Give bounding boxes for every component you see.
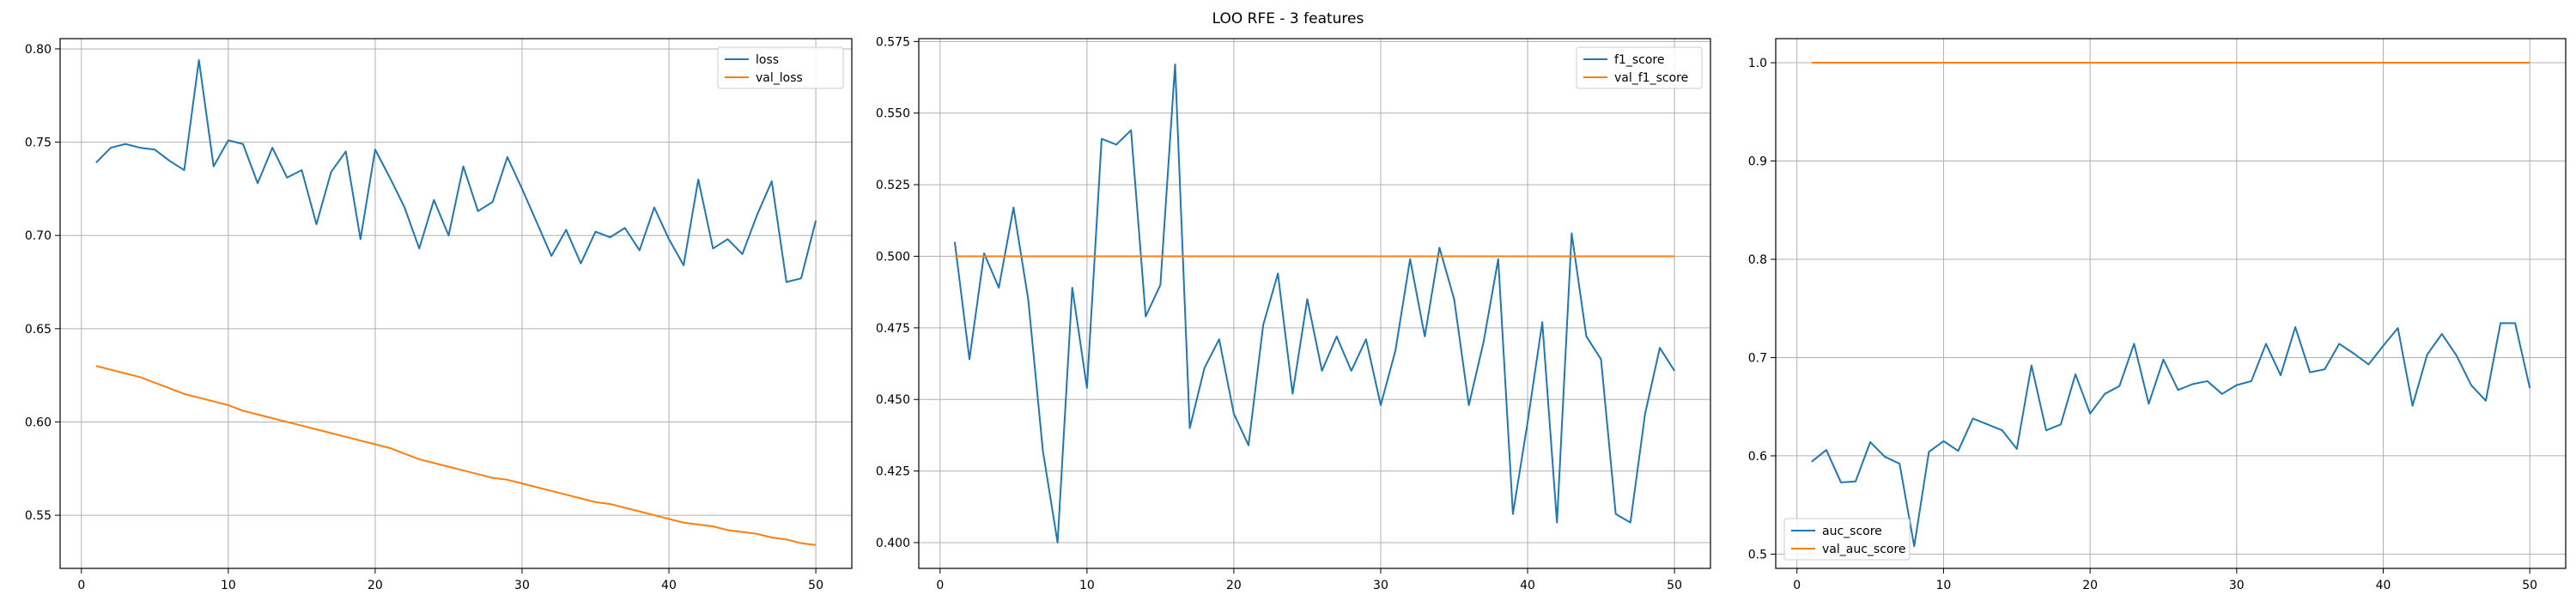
legend-box bbox=[1783, 518, 1911, 561]
legend-label: loss bbox=[756, 53, 779, 67]
series-line-val-loss bbox=[95, 365, 817, 546]
y-tick-label: 0.6 bbox=[1748, 450, 1767, 464]
x-tick-label: 40 bbox=[1520, 579, 1535, 592]
y-tick-label: 0.525 bbox=[876, 179, 910, 192]
y-tick-label: 1.0 bbox=[1748, 57, 1767, 70]
y-tick-label: 0.60 bbox=[25, 416, 52, 429]
y-tick-label: 0.8 bbox=[1748, 253, 1767, 267]
legend-label: val_f1_score bbox=[1614, 71, 1688, 85]
y-tick-label: 0.425 bbox=[876, 465, 910, 479]
charts-container: 0 10 20 30 40 500.550.600.650.700.750.80lossv… bbox=[25, 35, 2567, 592]
x-tick-label: 10 bbox=[221, 579, 236, 592]
y-tick-label: 0.5 bbox=[1748, 548, 1767, 562]
axes-frame bbox=[918, 38, 1711, 569]
y-tick-label: 0.70 bbox=[25, 229, 52, 243]
x-tick-label: 0 bbox=[936, 579, 944, 592]
x-tick-label: 0 bbox=[77, 579, 85, 592]
y-tick-label: 0.500 bbox=[876, 250, 910, 264]
x-tick-label: 30 bbox=[2229, 579, 2245, 592]
y-tick-label: 0.80 bbox=[25, 43, 52, 57]
x-tick-label: 40 bbox=[661, 579, 677, 592]
y-tick-label: 0.7 bbox=[1748, 351, 1767, 365]
x-tick-label: 0 bbox=[1793, 579, 1801, 592]
x-tick-label: 10 bbox=[1936, 579, 1952, 592]
legend: auc_score val_auc_score bbox=[1783, 518, 1911, 561]
chart-panel-1: 0 10 20 30 40 50 0.55 0.60 0.65 0.70 0.75 0.80 loss v… bbox=[25, 38, 853, 592]
legend: f1_score val_f1_score bbox=[1576, 46, 1703, 89]
figure-title: LOO RFE - 3 features bbox=[1212, 10, 1364, 27]
series-line-loss bbox=[95, 58, 817, 283]
chart-panel-2: 0 10 20 30 40 50 0.400 0.425 0.450 0.475 0.500 0.52… bbox=[876, 35, 1711, 592]
legend-label: val_auc_score bbox=[1822, 543, 1906, 556]
legend-label: f1_score bbox=[1614, 53, 1664, 67]
y-tick-label: 0.575 bbox=[876, 35, 910, 49]
legend-label: auc_score bbox=[1822, 525, 1882, 538]
x-tick-label: 50 bbox=[1667, 579, 1682, 592]
x-tick-label: 10 bbox=[1079, 579, 1095, 592]
y-tick-label: 0.400 bbox=[876, 537, 910, 550]
y-tick-label: 0.450 bbox=[876, 393, 910, 407]
legend-box bbox=[717, 46, 844, 89]
x-tick-label: 30 bbox=[514, 579, 530, 592]
y-tick-label: 0.475 bbox=[876, 322, 910, 336]
y-tick-label: 0.9 bbox=[1748, 155, 1767, 169]
y-tick-label: 0.550 bbox=[876, 107, 910, 121]
legend: loss val_loss bbox=[717, 46, 844, 89]
x-tick-label: 20 bbox=[368, 579, 383, 592]
x-tick-label: 20 bbox=[2082, 579, 2098, 592]
axes-frame bbox=[59, 38, 853, 569]
x-tick-label: 50 bbox=[2522, 579, 2537, 592]
x-tick-label: 20 bbox=[1226, 579, 1242, 592]
series-line-f1-score bbox=[953, 64, 1675, 543]
x-tick-label: 50 bbox=[808, 579, 823, 592]
chart-panel-3: 0 10 20 30 40 50 0.5 0.6 0.7 0.8 0.9 1.0 auc_scoreva… bbox=[1748, 38, 2567, 592]
x-tick-label: 30 bbox=[1373, 579, 1388, 592]
legend-label: val_loss bbox=[756, 71, 803, 85]
legend-box bbox=[1576, 46, 1703, 89]
x-tick-label: 40 bbox=[2376, 579, 2391, 592]
y-tick-label: 0.65 bbox=[25, 323, 52, 337]
series-line-auc-score bbox=[1811, 322, 2531, 548]
axes-frame bbox=[1775, 38, 2567, 569]
y-tick-label: 0.75 bbox=[25, 137, 52, 150]
y-tick-label: 0.55 bbox=[25, 509, 52, 523]
